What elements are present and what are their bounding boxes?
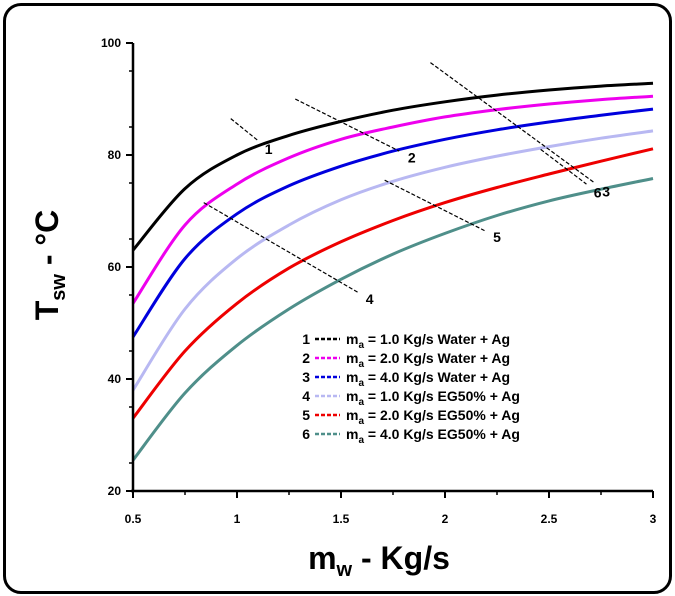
callout-line-5 [384, 179, 485, 232]
callout-line-6 [540, 148, 587, 185]
callout-label-4: 4 [366, 291, 374, 307]
legend: 1 ma = 1.0 Kg/s Water + Ag 2 ma = 2.0 Kg/s … [302, 331, 520, 446]
legend-number: 1 [302, 331, 310, 347]
callout-label-6: 6 [594, 185, 602, 201]
series-2-line [131, 94, 654, 305]
y-tick-label: 60 [108, 260, 122, 274]
callout-line-1 [230, 118, 259, 141]
x-tick-label: 0.5 [125, 512, 142, 526]
callout-label-3: 3 [602, 183, 610, 199]
legend-item-6: 6 ma = 4.0 Kg/s EG50% + Ag [302, 426, 520, 446]
legend-number: 5 [302, 407, 310, 423]
legend-item-4: 4 ma = 1.0 Kg/s EG50% + Ag [302, 388, 520, 408]
callout-label-1: 1 [265, 141, 273, 157]
callout-label-5: 5 [493, 229, 501, 245]
callout-line-4 [203, 202, 358, 293]
legend-item-3: 3 ma = 4.0 Kg/s Water + Ag [302, 369, 510, 389]
legend-item-5: 5 ma = 2.0 Kg/s EG50% + Ag [302, 407, 520, 427]
curves [131, 81, 654, 462]
legend-number: 2 [302, 350, 310, 366]
x-tick-label: 2.5 [541, 512, 558, 526]
y-tick-label: 80 [108, 148, 122, 162]
series-6-line [131, 177, 654, 462]
legend-label: ma = 1.0 Kg/s EG50% + Ag [346, 388, 520, 408]
legend-label: ma = 4.0 Kg/s Water + Ag [346, 369, 510, 389]
x-axis-title: mw - Kg/s [308, 540, 450, 581]
legend-label: ma = 2.0 Kg/s EG50% + Ag [346, 407, 520, 427]
x-tick-label: 1 [234, 512, 241, 526]
series-1-line [131, 81, 654, 252]
tick-labels: 20 40 60 80 100 0.5 1 1.5 2 2.5 3 [101, 36, 657, 526]
series-4-line [131, 129, 654, 392]
series-5-line [131, 147, 654, 420]
callouts: 1 2 3 4 5 6 [203, 62, 610, 307]
x-tick-label: 1.5 [333, 512, 350, 526]
callout-line-2 [294, 98, 400, 152]
x-tick-label: 3 [650, 512, 657, 526]
legend-label: ma = 1.0 Kg/s Water + Ag [346, 331, 510, 351]
legend-label: ma = 2.0 Kg/s Water + Ag [346, 350, 510, 370]
callout-line-3 [430, 62, 596, 184]
legend-label: ma = 4.0 Kg/s EG50% + Ag [346, 426, 520, 446]
y-axis-title: Tsw - °C [29, 210, 70, 321]
series-3-line [131, 107, 654, 338]
legend-item-1: 1 ma = 1.0 Kg/s Water + Ag [302, 331, 510, 351]
y-tick-label: 100 [101, 36, 121, 50]
y-tick-label: 40 [108, 372, 122, 386]
legend-number: 4 [302, 388, 310, 404]
callout-label-2: 2 [408, 149, 416, 165]
legend-number: 3 [302, 369, 310, 385]
legend-item-2: 2 ma = 2.0 Kg/s Water + Ag [302, 350, 510, 370]
y-tick-label: 20 [108, 484, 122, 498]
legend-number: 6 [302, 426, 310, 442]
x-tick-label: 2 [442, 512, 449, 526]
